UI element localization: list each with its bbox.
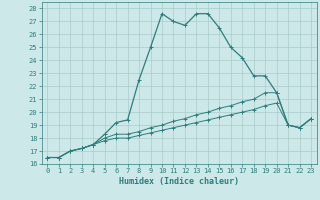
X-axis label: Humidex (Indice chaleur): Humidex (Indice chaleur): [119, 177, 239, 186]
